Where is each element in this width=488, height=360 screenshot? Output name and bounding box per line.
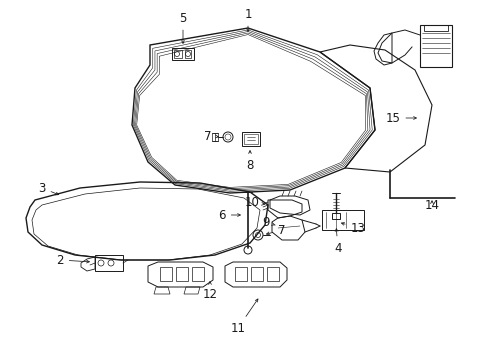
Text: 7: 7	[266, 224, 285, 237]
Text: 10: 10	[244, 195, 264, 208]
Bar	[192, 267, 203, 281]
Text: 12: 12	[202, 282, 217, 302]
Bar	[95, 255, 123, 271]
Text: 6: 6	[218, 208, 240, 221]
Bar	[321, 210, 363, 230]
Text: 13: 13	[341, 221, 365, 234]
Text: 1: 1	[244, 8, 251, 31]
Text: 2: 2	[56, 253, 89, 266]
Text: 15: 15	[385, 112, 415, 125]
Text: 3: 3	[38, 181, 59, 195]
Text: 11: 11	[230, 299, 257, 334]
Bar	[331, 213, 339, 219]
Text: 14: 14	[424, 198, 439, 212]
Text: 8: 8	[246, 150, 253, 171]
Bar	[266, 267, 279, 281]
Bar	[184, 50, 191, 58]
Bar	[250, 267, 263, 281]
Bar	[212, 133, 218, 141]
Bar	[172, 48, 194, 60]
Bar	[423, 25, 447, 31]
Bar	[242, 132, 260, 146]
Text: 4: 4	[334, 229, 341, 255]
Bar	[174, 50, 182, 58]
Text: 9: 9	[262, 216, 275, 229]
Bar	[235, 267, 246, 281]
Bar	[176, 267, 187, 281]
Bar	[419, 25, 451, 67]
Text: 7: 7	[204, 130, 218, 143]
Bar	[160, 267, 172, 281]
Text: 5: 5	[179, 12, 186, 43]
Bar	[244, 134, 258, 144]
